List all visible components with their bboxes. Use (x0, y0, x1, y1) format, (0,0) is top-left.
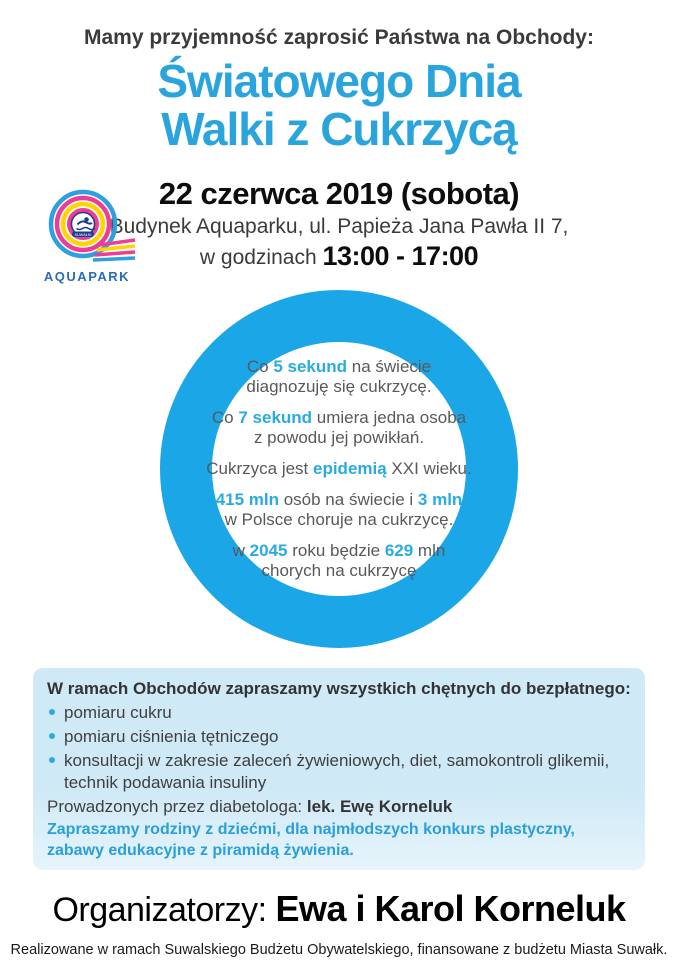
fact-line: z powodu jej powikłań. (253, 427, 425, 447)
poster-title: Światowego Dnia Walki z Cukrzycą (0, 55, 678, 155)
fact-415-mln: 415 mln osób na świecie i 3 mln w Polsce… (203, 490, 475, 530)
fact-line: w 2045 roku będzie 629 mln (232, 540, 446, 560)
facts-text-block: Co 5 sekund na świecie diagnozuję się cu… (203, 356, 475, 580)
fact-7-seconds: Co 7 sekund umiera jedna osoba z powodu … (203, 408, 475, 448)
fact-2045: w 2045 roku będzie 629 mln chorych na cu… (203, 541, 475, 581)
organizers-names: Ewa i Karol Korneluk (275, 888, 626, 930)
fact-line: Co 7 sekund umiera jedna osoba (211, 407, 467, 427)
fact-epidemic: Cukrzyca jest epidemią XXI wieku. (203, 459, 475, 479)
diabetes-facts-circle: Co 5 sekund na świecie diagnozuję się cu… (160, 289, 518, 648)
logo-wordmark: AQUAPARK (43, 268, 131, 284)
program-list: pomiaru cukru pomiaru ciśnienia tętnicze… (47, 702, 631, 793)
organizers-label: Organizatorzy: (52, 891, 276, 930)
bullet-dot-icon (49, 733, 55, 740)
fact-line: diagnozuję się cukrzycę. (246, 376, 432, 396)
fact-line: Co 5 sekund na świecie (246, 356, 432, 376)
program-heading: W ramach Obchodów zapraszamy wszystkich … (47, 678, 631, 698)
event-details: SUWAŁKI AQUAPARK 22 czerwca 2019 (sobota… (0, 175, 678, 284)
list-item: pomiaru cukru (47, 702, 631, 724)
list-item: konsultacji w zakresie zaleceń żywieniow… (47, 750, 631, 794)
list-item: pomiaru ciśnienia tętniczego (47, 726, 631, 748)
organizers-line: Organizatorzy: Ewa i Karol Korneluk (0, 888, 678, 930)
event-address: Budynek Aquaparku, ul. Papieża Jana Pawł… (109, 214, 569, 238)
fact-line: 415 mln osób na świecie i 3 mln (215, 489, 463, 509)
bullet-dot-icon (49, 709, 55, 716)
fact-line: Cukrzyca jest epidemią XXI wieku. (206, 458, 472, 478)
fact-line: w Polsce choruje na cukrzycę. (224, 509, 454, 529)
program-info-box: W ramach Obchodów zapraszamy wszystkich … (33, 667, 645, 871)
doctor-line: Prowadzonych przez diabetologa: lek. Ewę… (47, 797, 453, 817)
fact-line: chorych na cukrzycę (261, 560, 417, 580)
logo-city-label: SUWAŁKI (75, 232, 92, 236)
bullet-dot-icon (49, 756, 55, 763)
event-date: 22 czerwca 2019 (sobota) (158, 175, 520, 211)
hours-value: 13:00 - 17:00 (322, 240, 479, 271)
event-hours: w godzinach 13:00 - 17:00 (0, 241, 678, 272)
hours-prefix: w godzinach (199, 245, 317, 269)
fact-5-seconds: Co 5 sekund na świecie diagnozuję się cu… (203, 356, 475, 396)
aquapark-logo-mark: SUWAŁKI (48, 189, 136, 262)
funding-note: Realizowane w ramach Suwalskiego Budżetu… (10, 942, 668, 959)
doctor-name: lek. Ewę Korneluk (306, 797, 453, 817)
kids-invitation: Zapraszamy rodziny z dziećmi, dla najmło… (47, 821, 575, 860)
title-line-1: Światowego Dnia (157, 55, 521, 107)
intro-line: Mamy przyjemność zaprosić Państwa na Obc… (84, 26, 594, 49)
swimmer-icon (76, 216, 96, 230)
title-line-2: Walki z Cukrzycą (161, 102, 518, 155)
aquapark-logo: SUWAŁKI AQUAPARK (36, 188, 138, 284)
